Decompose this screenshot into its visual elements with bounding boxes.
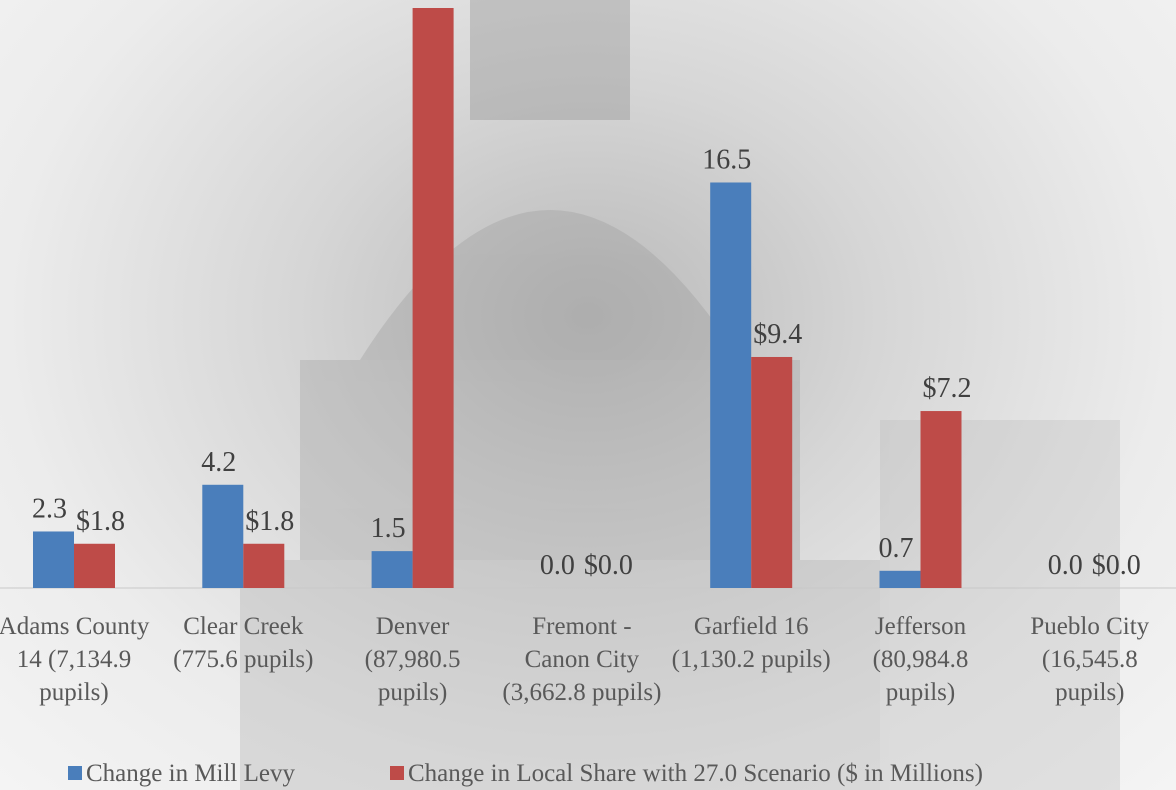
chart-area: 2.3 $1.8 4.2 $1.8 1.5 $23.6 0.0 $0.0 16.5 $9.4 0.7… (0, 0, 1176, 790)
value-label: $0.0 (584, 550, 633, 581)
bar (243, 544, 284, 588)
bar (413, 8, 454, 588)
value-label: 0.0 (1048, 550, 1083, 581)
value-label: 0.7 (879, 533, 914, 564)
bar (880, 571, 921, 588)
value-label: $23.6 (408, 0, 471, 1)
x-tick-label: Jefferson (80,984.8 pupils) (837, 610, 1005, 709)
bar (74, 544, 115, 588)
bar (921, 411, 962, 588)
value-label: 4.2 (201, 447, 236, 478)
value-label: $1.8 (76, 506, 125, 537)
x-tick-label: Garfield 16 (1,130.2 pupils) (667, 610, 835, 676)
bar (372, 551, 413, 588)
x-tick-label: Clear Creek (775.6 pupils) (159, 610, 327, 676)
legend-label: Change in Mill Levy (86, 760, 295, 787)
value-label: $9.4 (753, 319, 802, 350)
x-tick-label: Fremont - Canon City (3,662.8 pupils) (498, 610, 666, 709)
legend-label: Change in Local Share with 27.0 Scenario… (408, 760, 983, 787)
bar (202, 485, 243, 588)
x-tick-label: Adams County 14 (7,134.9 pupils) (0, 610, 158, 709)
legend-swatch (68, 766, 82, 780)
value-label: $1.8 (245, 506, 294, 537)
value-label: 16.5 (702, 144, 751, 175)
legend-swatch (390, 766, 404, 780)
bar (751, 357, 792, 588)
value-label: $7.2 (923, 373, 972, 404)
value-label: 2.3 (32, 493, 67, 524)
bar (710, 182, 751, 588)
x-tick-label: Pueblo City (16,545.8 pupils) (1006, 610, 1174, 709)
bar (33, 531, 74, 588)
value-label: 0.0 (540, 550, 575, 581)
value-label: $0.0 (1092, 550, 1141, 581)
value-label: 1.5 (371, 513, 406, 544)
x-tick-label: Denver (87,980.5 pupils) (329, 610, 497, 709)
